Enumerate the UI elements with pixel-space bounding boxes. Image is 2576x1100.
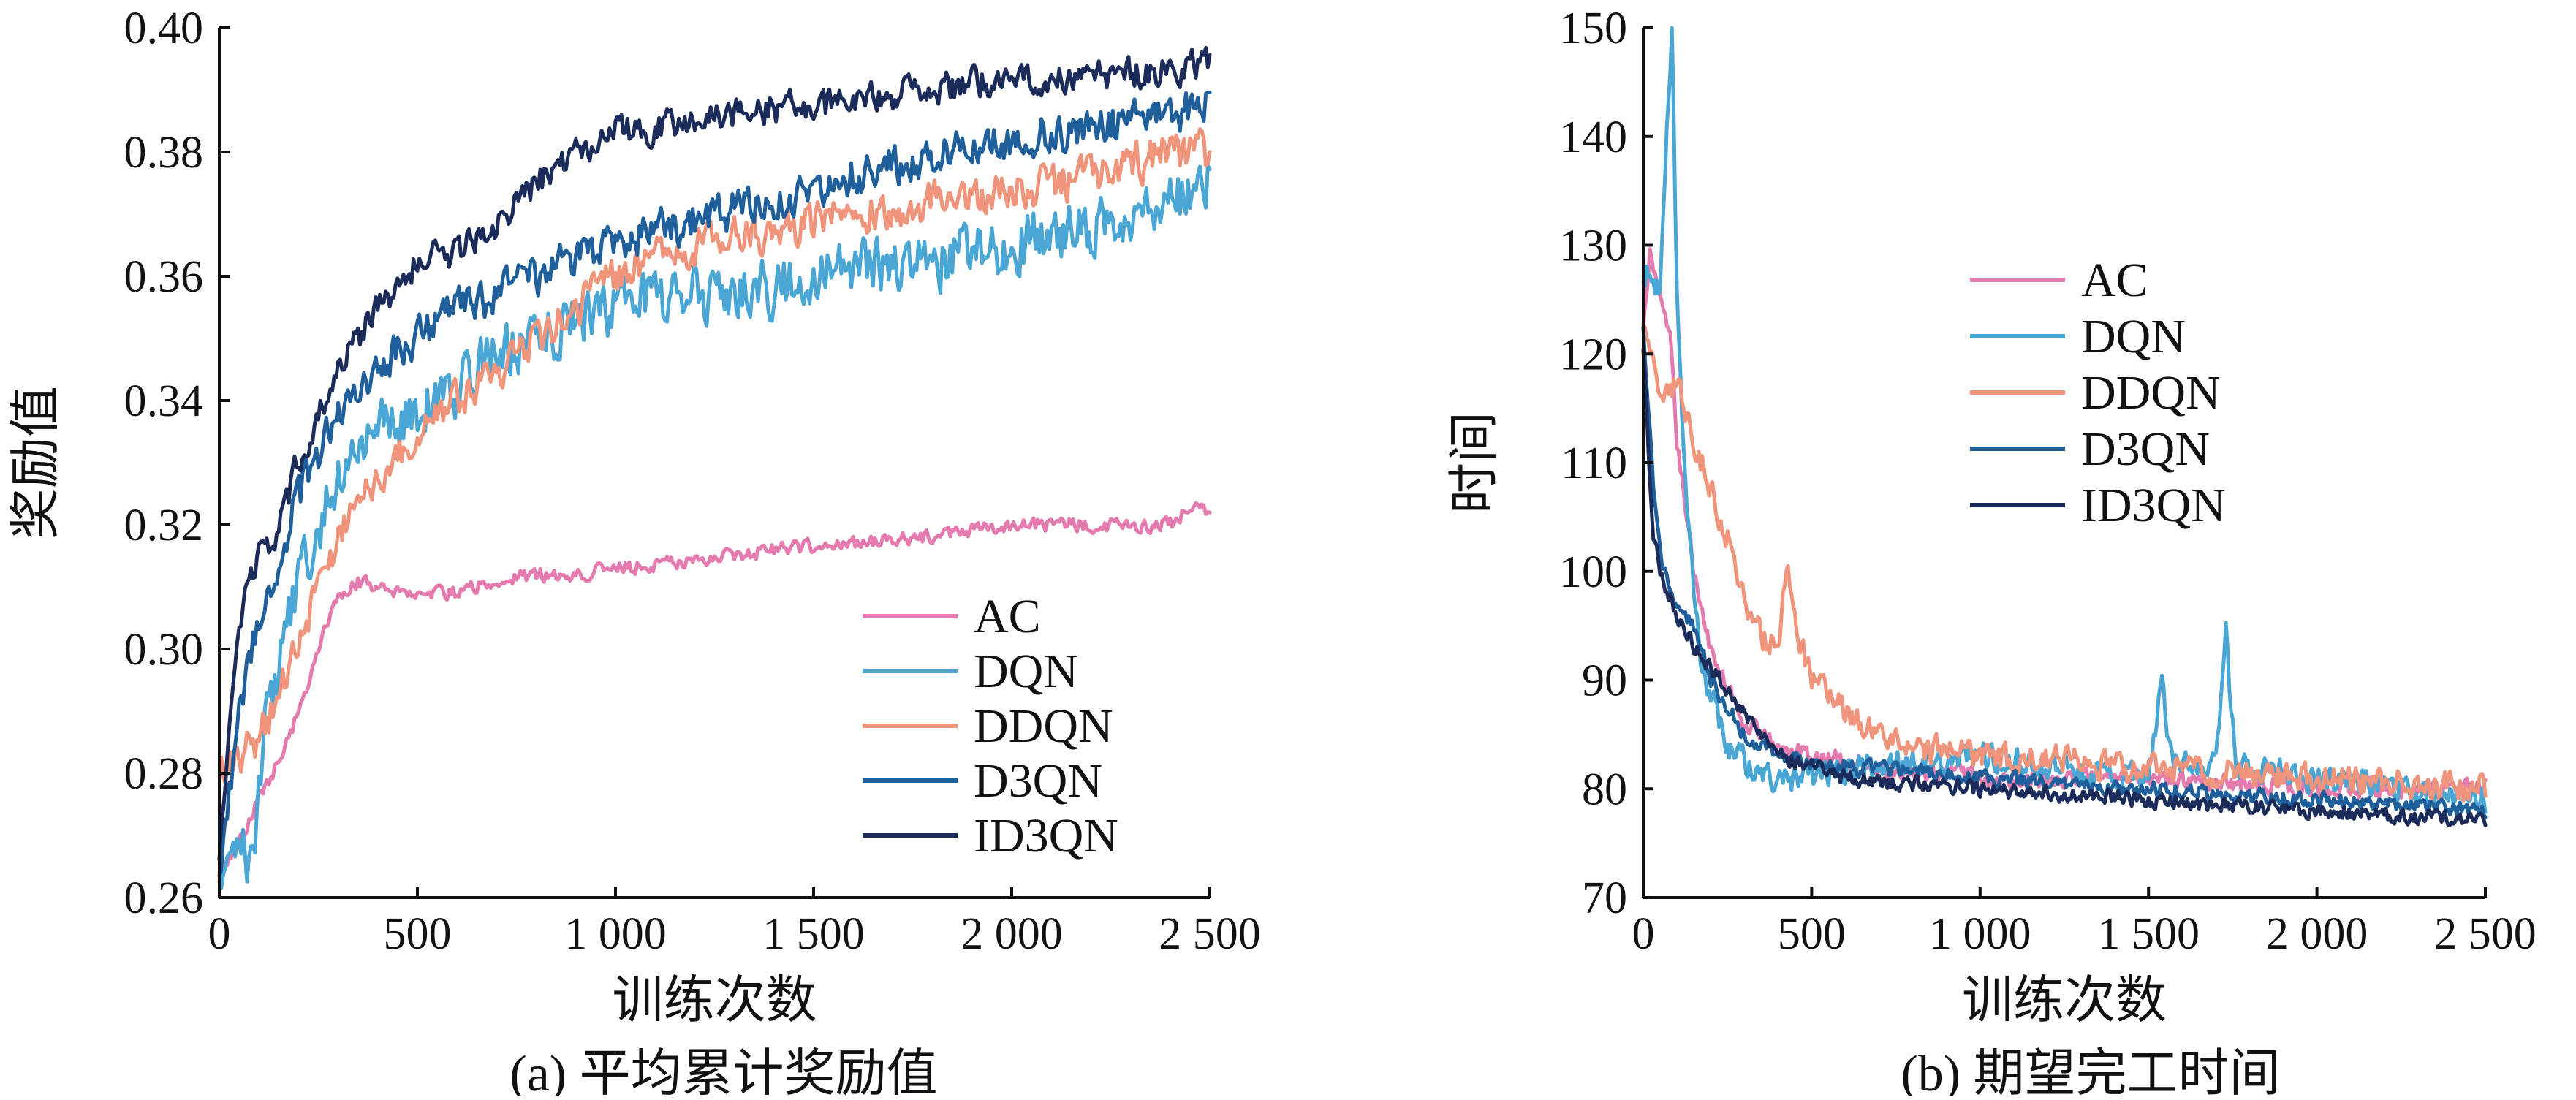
y-tick-label: 70 (1582, 873, 1627, 923)
y-tick-label: 110 (1561, 439, 1627, 488)
series-line-id3qn (217, 45, 1212, 862)
x-axis-title: 训练次数 (613, 973, 817, 1029)
series-line-ddqn (217, 127, 1212, 785)
y-tick-label: 0.38 (124, 128, 204, 178)
legend-label-d3qn: D3QN (974, 754, 1102, 808)
y-tick-label: 80 (1582, 765, 1627, 814)
y-tick-label: 0.40 (124, 4, 204, 53)
y-tick-label: 120 (1559, 330, 1627, 379)
chart-caption: (b) 期望完工时间 (1901, 1046, 2280, 1096)
series-line-ddqn (1641, 323, 2488, 803)
legend-label-ac: AC (974, 590, 1041, 643)
chart-caption: (a) 平均累计奖励值 (509, 1046, 937, 1096)
series-line-dqn (1641, 26, 2488, 814)
legend-label-id3qn: ID3QN (974, 809, 1118, 862)
x-tick-label: 500 (1778, 909, 1846, 959)
y-tick-label: 150 (1559, 4, 1627, 53)
legend-label-d3qn: D3QN (2081, 422, 2210, 476)
y-tick-label: 0.36 (124, 252, 204, 302)
x-tick-label: 1 000 (564, 909, 667, 959)
series-line-id3qn (1641, 348, 2488, 828)
legend-label-id3qn: ID3QN (2081, 479, 2226, 532)
x-tick-label: 2 000 (961, 909, 1063, 959)
x-tick-label: 1 500 (762, 909, 865, 959)
series-line-ac (217, 501, 1212, 884)
series-line-d3qn (217, 90, 1212, 879)
y-axis-title: 奖励值 (8, 386, 64, 539)
legend-label-dqn: DQN (2081, 310, 2186, 363)
x-tick-label: 0 (1632, 909, 1655, 959)
y-tick-label: 0.28 (124, 749, 204, 799)
y-tick-label: 130 (1559, 221, 1627, 271)
y-tick-label: 140 (1559, 113, 1627, 162)
x-tick-label: 0 (208, 909, 231, 959)
series-line-dqn (217, 163, 1212, 890)
x-tick-label: 2 000 (2266, 909, 2368, 959)
y-tick-label: 0.30 (124, 625, 204, 675)
y-axis-title: 时间 (1447, 411, 1503, 514)
y-tick-label: 0.32 (124, 501, 204, 550)
legend-label-ddqn: DDQN (974, 699, 1113, 753)
y-tick-label: 90 (1582, 656, 1627, 706)
x-tick-label: 1 000 (1929, 909, 2031, 959)
y-tick-label: 100 (1559, 547, 1627, 597)
legend-label-dqn: DQN (974, 645, 1078, 698)
series-line-ac (1641, 247, 2488, 801)
chart-panel-b: 0 500 1 000 1 500 2 000 2 500 70 80 90 100 110 120 1… (1447, 4, 2537, 1100)
legend-label-ac: AC (2081, 254, 2148, 307)
legend-label-ddqn: DDQN (2081, 366, 2221, 420)
chart-panel-a: 0 500 1 000 1 500 2 000 2 500 0.26 0.28 0.30 0.32… (8, 4, 1261, 1100)
x-tick-label: 500 (384, 909, 452, 959)
x-axis-title: 训练次数 (1962, 973, 2167, 1029)
x-tick-label: 1 500 (2097, 909, 2200, 959)
y-tick-label: 0.34 (124, 376, 204, 426)
y-tick-label: 0.26 (124, 873, 204, 923)
x-tick-label: 2 500 (2434, 909, 2537, 959)
x-tick-label: 2 500 (1159, 909, 1261, 959)
